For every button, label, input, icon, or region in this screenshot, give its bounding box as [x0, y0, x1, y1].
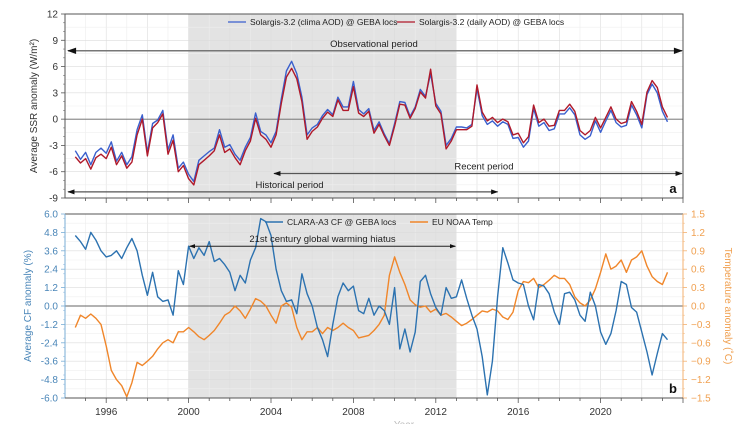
- ytick-label: 6.0: [44, 210, 58, 221]
- ytick-label: -1.2: [41, 320, 59, 331]
- yticks-b-left: 6.0 4.8 3.6 2.4 1.2 0.0 -1.2 -2.4 -3.6 -4.8 -6.0: [41, 210, 65, 405]
- xtick-label: 1996: [95, 407, 118, 418]
- series-a: [74, 60, 669, 186]
- ytick-label-right: 0.9: [691, 246, 705, 257]
- plot-frame-a: [64, 13, 684, 199]
- ytick-label-right: −0.9: [691, 357, 711, 368]
- yticks-a: 12 9 6 3 0 -3 -6 -9: [47, 10, 65, 205]
- ytick-label-right: −0.3: [691, 320, 711, 331]
- yticks-b-right: 1.5 1.2 0.9 0.6 0.3 0.0 −0.3 −0.6 −0.9 −1.2 −1.5: [683, 210, 711, 405]
- xtick-label: 2004: [260, 407, 283, 418]
- legend-b: CLARA-A3 CF @ GEBA locs EU NOAA Temp: [265, 217, 493, 227]
- y-axis-label-b: Average CF anomaly (%): [23, 250, 34, 362]
- ytick-label: -3: [49, 141, 58, 152]
- legend-label-clima-aod: Solargis-3.2 (clima AOD) @ GEBA locs: [250, 17, 398, 27]
- y-axis-label-a: Average SSR anomaly (W/m²): [29, 39, 40, 173]
- ytick-label: -9: [49, 194, 58, 205]
- ytick-label: -6.0: [41, 394, 59, 405]
- xtick-label: 2016: [507, 407, 530, 418]
- legend-label-daily-aod: Solargis-3.2 (daily AOD) @ GEBA locs: [419, 17, 564, 27]
- series-line-eu-noaa-temp: [74, 250, 669, 398]
- ytick-label: -4.8: [41, 375, 59, 386]
- legend-label-clara-cf: CLARA-A3 CF @ GEBA locs: [287, 217, 396, 227]
- panel-label-b: b: [669, 381, 677, 396]
- xtick-label: 2008: [342, 407, 365, 418]
- ytick-label: 3: [52, 88, 58, 99]
- legend-a: Solargis-3.2 (clima AOD) @ GEBA locs Sol…: [228, 17, 564, 27]
- series-b: [74, 217, 669, 398]
- ytick-label-right: 1.5: [691, 210, 705, 221]
- y-axis-label-b-right: Temperature anomaly (˚C): [722, 248, 734, 365]
- xtick-label: 2012: [425, 407, 448, 418]
- annotations-b: 21st century global warming hiatus: [189, 234, 456, 249]
- ytick-label: -3.6: [41, 357, 59, 368]
- xticks-b: 1996 2000 2004 2008 2012 2016 2020: [85, 398, 684, 418]
- ytick-label-right: −1.5: [691, 394, 711, 405]
- series-line-solargis-3-2-daily-aod-geba-locs: [74, 67, 669, 186]
- ytick-label-right: −0.6: [691, 338, 711, 349]
- x-axis-label: Year: [394, 420, 415, 424]
- recent-period-label: Recent period: [454, 161, 513, 172]
- ytick-label-right: 1.2: [691, 228, 705, 239]
- xticks-a: [85, 198, 684, 203]
- observational-period-label: Observational period: [330, 39, 418, 50]
- ytick-label: -2.4: [41, 338, 59, 349]
- annotations-a: Observational period Recent period Histo…: [67, 39, 683, 195]
- panel-a: 12 9 6 3 0 -3 -6 -9 Observational period Recent…: [29, 10, 684, 205]
- ytick-label: 0: [52, 115, 58, 126]
- series-line-clara-a3-cf-geba-locs: [74, 217, 669, 396]
- ytick-label: 1.2: [44, 283, 58, 294]
- xtick-label: 2020: [589, 407, 612, 418]
- ytick-label-right: 0.0: [691, 302, 705, 313]
- ytick-label: 4.8: [44, 228, 58, 239]
- ytick-label: 2.4: [44, 265, 58, 276]
- ytick-label-right: −1.2: [691, 375, 711, 386]
- ytick-label: 0.0: [44, 302, 58, 313]
- ytick-label: 12: [47, 10, 59, 21]
- ytick-label-right: 0.3: [691, 283, 705, 294]
- ytick-label: -6: [49, 167, 58, 178]
- panel-label-a: a: [669, 181, 677, 196]
- xtick-label: 2000: [177, 407, 200, 418]
- hiatus-label: 21st century global warming hiatus: [249, 234, 396, 245]
- panel-b: 6.0 4.8 3.6 2.4 1.2 0.0 -1.2 -2.4 -3.6 -4.8 -6.0 1…: [23, 210, 734, 424]
- ytick-label-right: 0.6: [691, 265, 705, 276]
- legend-label-noaa-temp: EU NOAA Temp: [432, 217, 493, 227]
- ytick-label: 6: [52, 62, 58, 73]
- ytick-label: 9: [52, 36, 58, 47]
- ytick-label: 3.6: [44, 246, 58, 257]
- historical-period-label: Historical period: [255, 180, 323, 191]
